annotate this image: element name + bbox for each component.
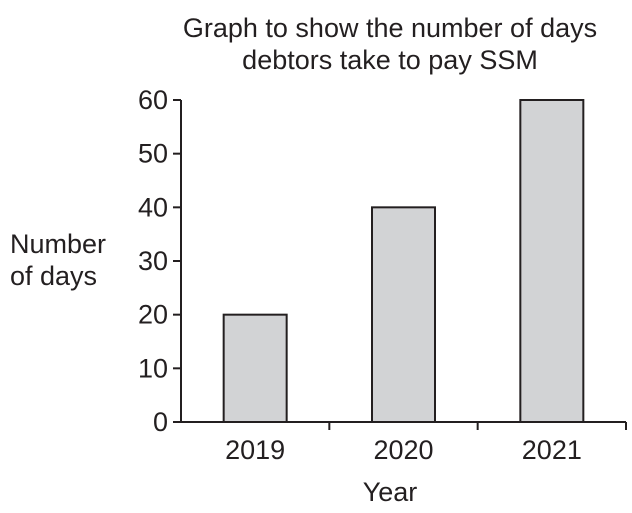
bar-2020 (371, 206, 436, 423)
y-tick-label: 60 (138, 85, 168, 115)
y-axis-label-line-1: Number (10, 229, 107, 259)
y-tick-label: 50 (138, 139, 168, 169)
y-tick-label: 20 (138, 300, 168, 330)
chart-title-line-1: Graph to show the number of days (182, 13, 598, 43)
x-axis (181, 421, 627, 430)
x-tick-label: 2021 (522, 435, 582, 465)
y-tick-label: 40 (138, 192, 168, 222)
y-tick-label: 0 (153, 407, 168, 437)
y-tick-label: 30 (138, 246, 168, 276)
x-tick-label: 2019 (225, 435, 285, 465)
y-tick-label: 10 (138, 353, 168, 383)
x-axis-label: Year (362, 477, 418, 507)
bars (222, 99, 585, 423)
y-axis-label-line-2: of days (10, 261, 98, 291)
bar-2019 (222, 313, 288, 423)
y-tick-labels: 0 10 20 30 40 50 60 (138, 85, 168, 437)
x-tick-label: 2020 (373, 435, 433, 465)
chart-title-line-2: debtors take to pay SSM (242, 45, 538, 75)
x-tick-labels: 2019 2020 2021 (225, 435, 582, 465)
bar-2021 (519, 99, 585, 423)
y-axis (173, 99, 182, 423)
